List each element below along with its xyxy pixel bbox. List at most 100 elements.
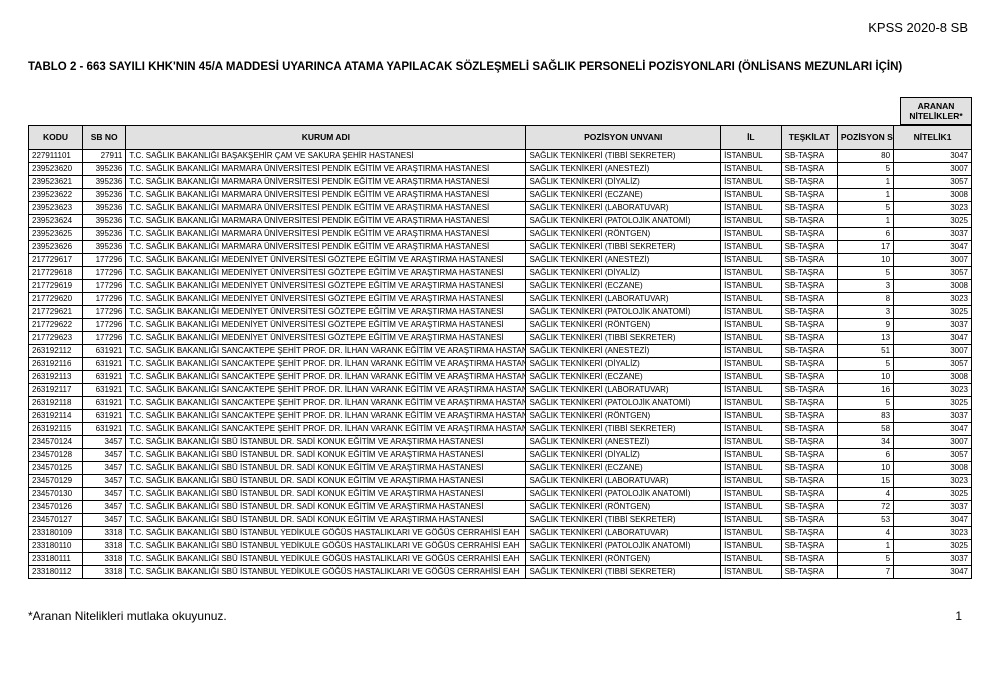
cell: 3047 (894, 149, 972, 162)
cell: SAĞLIK TEKNİKERİ (ECZANE) (526, 188, 721, 201)
cell: İSTANBUL (721, 162, 782, 175)
cell: 5 (837, 162, 893, 175)
cell: 3457 (83, 474, 126, 487)
cell: 5 (837, 357, 893, 370)
cell: 217729620 (29, 292, 83, 305)
cell: SB-TAŞRA (781, 175, 837, 188)
cell: SAĞLIK TEKNİKERİ (ECZANE) (526, 370, 721, 383)
cell: 177296 (83, 305, 126, 318)
cell: 233180109 (29, 526, 83, 539)
cell: 217729622 (29, 318, 83, 331)
cell: 234570126 (29, 500, 83, 513)
table-row: 2345701243457T.C. SAĞLIK BAKANLIĞI SBÜ İ… (29, 435, 972, 448)
cell: 80 (837, 149, 893, 162)
cell: SB-TAŞRA (781, 435, 837, 448)
cell: 631921 (83, 357, 126, 370)
table-row: 217729623177296T.C. SAĞLIK BAKANLIĞI MED… (29, 331, 972, 344)
group-header-nitelik: ARANAN NİTELİKLER* (900, 97, 972, 125)
cell: T.C. SAĞLIK BAKANLIĞI SANCAKTEPE ŞEHİT P… (126, 409, 526, 422)
cell: İSTANBUL (721, 552, 782, 565)
cell: SAĞLIK TEKNİKERİ (RÖNTGEN) (526, 552, 721, 565)
cell: T.C. SAĞLIK BAKANLIĞI SBÜ İSTANBUL DR. S… (126, 448, 526, 461)
cell: 3008 (894, 188, 972, 201)
cell: SB-TAŞRA (781, 526, 837, 539)
cell: SAĞLIK TEKNİKERİ (ANESTEZİ) (526, 435, 721, 448)
cell: 3457 (83, 461, 126, 474)
cell: 395236 (83, 214, 126, 227)
cell: 3023 (894, 201, 972, 214)
cell: 3047 (894, 513, 972, 526)
cell: T.C. SAĞLIK BAKANLIĞI SBÜ İSTANBUL YEDİK… (126, 552, 526, 565)
cell: 239523624 (29, 214, 83, 227)
cell: 3037 (894, 500, 972, 513)
cell: T.C. SAĞLIK BAKANLIĞI SBÜ İSTANBUL YEDİK… (126, 526, 526, 539)
cell: 3023 (894, 292, 972, 305)
cell: T.C. SAĞLIK BAKANLIĞI BAŞAKŞEHİR ÇAM VE … (126, 149, 526, 162)
cell: 3 (837, 279, 893, 292)
cell: İSTANBUL (721, 435, 782, 448)
cell: 395236 (83, 162, 126, 175)
cell: 177296 (83, 253, 126, 266)
cell: İSTANBUL (721, 383, 782, 396)
cell: 51 (837, 344, 893, 357)
cell: 239523625 (29, 227, 83, 240)
table-row: 217729622177296T.C. SAĞLIK BAKANLIĞI MED… (29, 318, 972, 331)
cell: 3025 (894, 214, 972, 227)
cell: 3037 (894, 552, 972, 565)
cell: 72 (837, 500, 893, 513)
cell: 239523622 (29, 188, 83, 201)
cell: 8 (837, 292, 893, 305)
table-row: 239523623395236T.C. SAĞLIK BAKANLIĞI MAR… (29, 201, 972, 214)
cell: SAĞLIK TEKNİKERİ (PATOLOJİK ANATOMİ) (526, 487, 721, 500)
cell: 234570128 (29, 448, 83, 461)
cell: T.C. SAĞLIK BAKANLIĞI MARMARA ÜNİVERSİTE… (126, 162, 526, 175)
cell: İSTANBUL (721, 474, 782, 487)
cell: SAĞLIK TEKNİKERİ (PATOLOJİK ANATOMİ) (526, 396, 721, 409)
cell: 10 (837, 461, 893, 474)
cell: SAĞLIK TEKNİKERİ (DİYALİZ) (526, 448, 721, 461)
cell: 3025 (894, 396, 972, 409)
table-header-row: KODU SB NO KURUM ADI POZİSYON UNVANI İL … (29, 126, 972, 150)
cell: 3047 (894, 331, 972, 344)
table-body: 22791110127911T.C. SAĞLIK BAKANLIĞI BAŞA… (29, 149, 972, 578)
th-sbno: SB NO (83, 126, 126, 150)
cell: SAĞLIK TEKNİKERİ (TIBBİ SEKRETER) (526, 513, 721, 526)
table-row: 2331801123318T.C. SAĞLIK BAKANLIĞI SBÜ İ… (29, 565, 972, 578)
table-row: 2345701283457T.C. SAĞLIK BAKANLIĞI SBÜ İ… (29, 448, 972, 461)
th-nit: NİTELİK1 (894, 126, 972, 150)
cell: 5 (837, 552, 893, 565)
cell: 3057 (894, 448, 972, 461)
cell: 9 (837, 318, 893, 331)
cell: SAĞLIK TEKNİKERİ (ANESTEZİ) (526, 253, 721, 266)
cell: T.C. SAĞLIK BAKANLIĞI MARMARA ÜNİVERSİTE… (126, 240, 526, 253)
cell: 3457 (83, 513, 126, 526)
cell: 1 (837, 214, 893, 227)
cell: T.C. SAĞLIK BAKANLIĞI MEDENİYET ÜNİVERSİ… (126, 292, 526, 305)
cell: SB-TAŞRA (781, 357, 837, 370)
cell: 3007 (894, 253, 972, 266)
cell: İSTANBUL (721, 279, 782, 292)
cell: İSTANBUL (721, 305, 782, 318)
cell: SB-TAŞRA (781, 292, 837, 305)
cell: T.C. SAĞLIK BAKANLIĞI MEDENİYET ÜNİVERSİ… (126, 305, 526, 318)
th-tesk: TEŞKİLAT (781, 126, 837, 150)
cell: SAĞLIK TEKNİKERİ (LABORATUVAR) (526, 292, 721, 305)
cell: 239523626 (29, 240, 83, 253)
table-row: 263192115631921T.C. SAĞLIK BAKANLIĞI SAN… (29, 422, 972, 435)
cell: 17 (837, 240, 893, 253)
cell: SB-TAŞRA (781, 500, 837, 513)
th-il: İL (721, 126, 782, 150)
cell: T.C. SAĞLIK BAKANLIĞI SBÜ İSTANBUL DR. S… (126, 500, 526, 513)
cell: 395236 (83, 175, 126, 188)
cell: 7 (837, 565, 893, 578)
cell: İSTANBUL (721, 357, 782, 370)
cell: SB-TAŞRA (781, 253, 837, 266)
cell: SAĞLIK TEKNİKERİ (RÖNTGEN) (526, 500, 721, 513)
cell: SB-TAŞRA (781, 422, 837, 435)
cell: 3025 (894, 539, 972, 552)
cell: 3007 (894, 435, 972, 448)
cell: İSTANBUL (721, 253, 782, 266)
cell: SB-TAŞRA (781, 227, 837, 240)
cell: 34 (837, 435, 893, 448)
cell: İSTANBUL (721, 344, 782, 357)
